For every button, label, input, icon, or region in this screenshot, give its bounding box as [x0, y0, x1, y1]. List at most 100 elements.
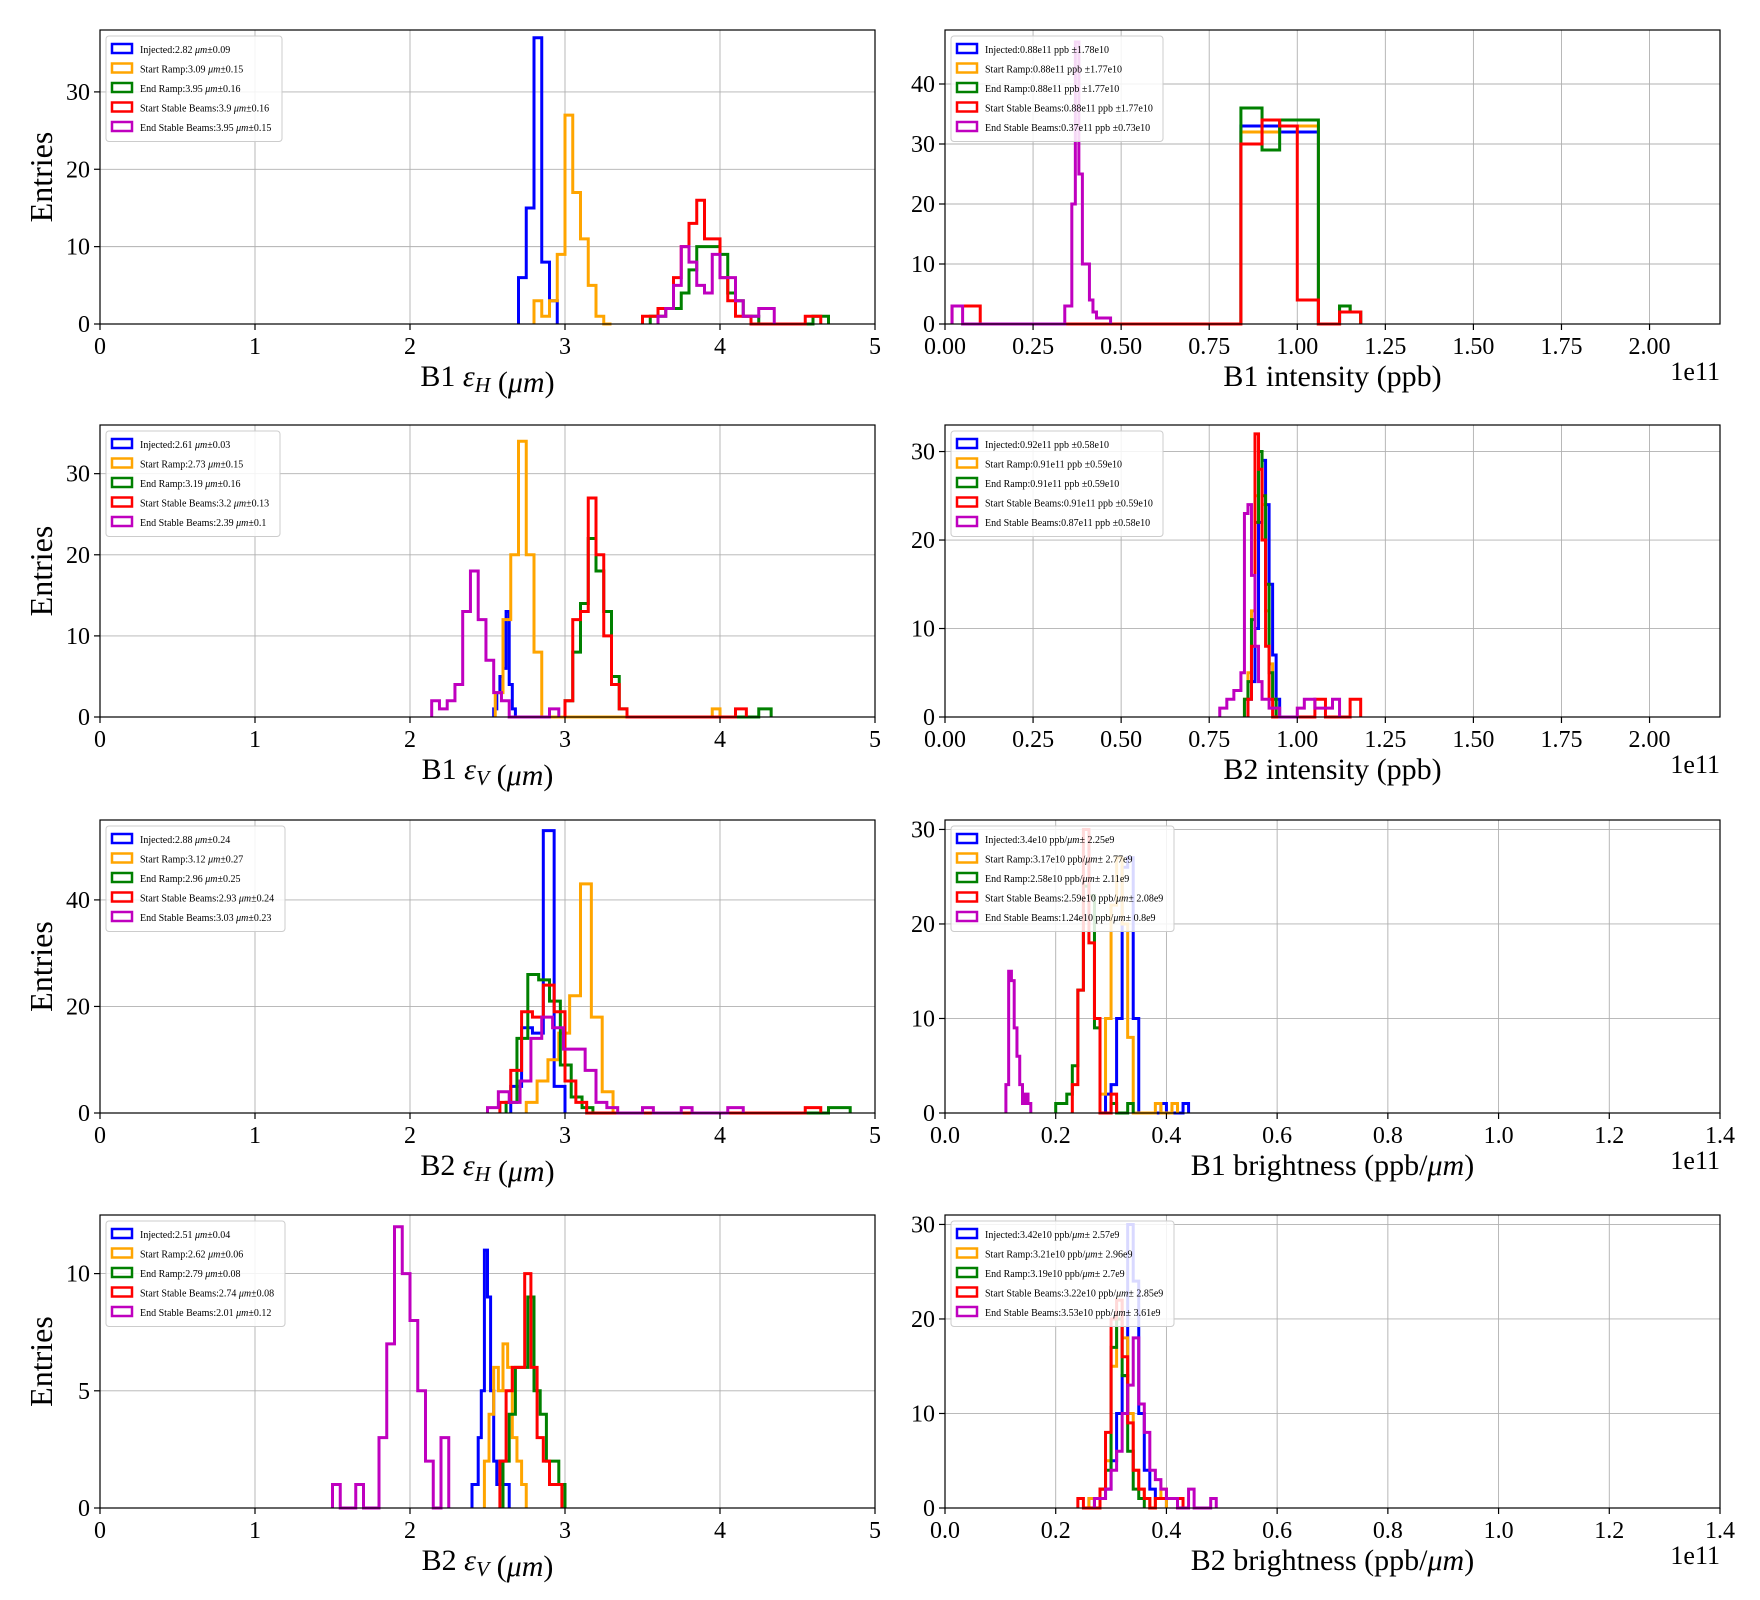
- x-tick-label: 1.50: [1452, 727, 1494, 753]
- x-axis-offset-label: 1e11: [1670, 1541, 1720, 1570]
- legend-entry: End Stable Beams:3.95 μm±0.15: [140, 123, 271, 134]
- legend-entry: Start Ramp:3.12 μm±0.27: [140, 855, 243, 866]
- y-tick-label: 30: [66, 80, 90, 106]
- legend-entry: Injected:2.51 μm±0.04: [140, 1230, 230, 1241]
- x-tick-label: 0.6: [1262, 1123, 1292, 1149]
- legend-swatch: [955, 42, 979, 55]
- legend-swatch: [110, 515, 134, 528]
- x-axis-label: B1 intensity (ppb): [1223, 360, 1441, 393]
- legend-entry: Start Ramp:0.88e11 ppb ±1.77e10: [985, 65, 1122, 76]
- histogram-series-end-stable-beams: [486, 1015, 745, 1115]
- legend-swatch: [110, 437, 134, 450]
- y-tick-label: 0: [78, 1496, 90, 1522]
- legend-entry: Start Ramp:3.17e10 ppb/μm± 2.77e9: [985, 855, 1132, 866]
- x-tick-label: 0: [94, 727, 106, 753]
- legend-swatch: [110, 891, 134, 903]
- legend-swatch: [110, 832, 134, 845]
- x-axis-label: B2 intensity (ppb): [1223, 753, 1441, 786]
- x-tick-label: 1: [249, 1123, 261, 1149]
- histogram-series-end-ramp: [1239, 106, 1363, 326]
- x-tick-label: 0.6: [1262, 1518, 1292, 1544]
- legend-swatch: [955, 852, 979, 864]
- x-tick-label: 2: [404, 1123, 416, 1149]
- legend-box: [950, 35, 1164, 142]
- legend-entry: Start Stable Beams:3.9 μm±0.16: [140, 104, 269, 115]
- x-tick-label: 5: [869, 334, 881, 360]
- axes-frame: [944, 1214, 1721, 1509]
- y-tick-label: 10: [911, 1006, 935, 1032]
- x-tick-label: 0.50: [1100, 727, 1142, 753]
- legend-swatch: [955, 910, 979, 923]
- legend-swatch: [955, 832, 979, 845]
- x-axis-label: B1 brightness (ppb/μm): [1191, 1149, 1474, 1182]
- legend-entry: End Ramp:0.91e11 ppb ±0.59e10: [985, 479, 1119, 490]
- x-tick-label: 1.0: [1484, 1518, 1514, 1544]
- x-tick-label: 0.75: [1188, 334, 1230, 360]
- x-axis-label: B2 εV (μm): [422, 1544, 554, 1583]
- legend-swatch: [955, 120, 979, 133]
- histogram-series-start-stable-beams: [563, 496, 748, 719]
- legend: Injected:2.51 μm±0.04 Start Ramp:2.62 μm±…: [105, 1220, 286, 1327]
- legend-swatch: [955, 476, 979, 489]
- y-tick-label: 20: [66, 994, 90, 1020]
- x-tick-label: 0.0: [930, 1123, 960, 1149]
- chart-panel-2: 0.00 0.25 0.50 0.75 1.00 1.25 1.50 1.75 2.00 0 10 2…: [911, 29, 1721, 393]
- x-tick-label: 1.75: [1540, 727, 1582, 753]
- y-tick-label: 0: [923, 1496, 935, 1522]
- legend-entry: Start Ramp:2.73 μm±0.15: [140, 460, 243, 471]
- x-axis-offset-label: 1e11: [1670, 357, 1720, 386]
- legend-swatch: [955, 1286, 979, 1298]
- x-tick-label: 1: [249, 727, 261, 753]
- y-tick-label: 40: [66, 888, 90, 914]
- x-tick-label: 5: [869, 1123, 881, 1149]
- histogram-series-end-stable-beams: [1004, 969, 1033, 1113]
- legend-swatch: [110, 42, 134, 55]
- legend-swatch: [955, 1305, 979, 1318]
- legend-swatch: [955, 437, 979, 450]
- legend-swatch: [110, 1266, 134, 1279]
- legend-entry: Injected:2.88 μm±0.24: [140, 835, 230, 846]
- histogram-series-start-ramp: [532, 113, 612, 326]
- legend-entry: Start Ramp:3.21e10 ppb/μm± 2.96e9: [985, 1250, 1132, 1261]
- x-tick-label: 3: [559, 1123, 571, 1149]
- legend-swatch: [110, 1227, 134, 1240]
- y-tick-label: 20: [911, 1307, 935, 1333]
- x-tick-label: 0.2: [1041, 1518, 1071, 1544]
- legend-box: [105, 35, 283, 142]
- histogram-series-end-stable-beams: [1218, 503, 1342, 719]
- x-axis-offset-label: 1e11: [1670, 750, 1720, 779]
- histogram-series-start-stable-beams: [950, 118, 1363, 326]
- histogram-series-end-stable-beams: [331, 1225, 451, 1510]
- x-tick-label: 1.2: [1594, 1518, 1624, 1544]
- legend-entry: End Stable Beams:2.01 μm±0.12: [140, 1308, 271, 1319]
- y-tick-label: 0: [78, 1101, 90, 1127]
- x-tick-label: 1.25: [1364, 727, 1406, 753]
- x-tick-label: 4: [714, 334, 726, 360]
- legend-entry: End Stable Beams:3.53e10 ppb/μm± 3.61e9: [985, 1308, 1161, 1319]
- legend-entry: Start Stable Beams:3.22e10 ppb/μm± 2.85e…: [985, 1289, 1163, 1300]
- y-tick-label: 10: [911, 252, 935, 278]
- y-tick-label: 20: [911, 912, 935, 938]
- y-tick-label: 10: [66, 235, 90, 261]
- y-axis-label: Entries: [23, 526, 59, 617]
- y-tick-label: 30: [911, 1212, 935, 1238]
- legend-entry: Start Stable Beams:0.91e11 ppb ±0.59e10: [985, 499, 1153, 510]
- histogram-series-injected: [517, 36, 559, 324]
- legend-entry: Injected:3.4e10 ppb/μm± 2.25e9: [985, 835, 1114, 846]
- x-tick-label: 5: [869, 727, 881, 753]
- chart-panel-1: 0 1 2 3 4 5 0 10 20 30 B1 εH (μm) Entries Injected:2…: [23, 29, 881, 399]
- legend-box: [105, 825, 286, 932]
- legend-swatch: [110, 910, 134, 923]
- axes-frame: [944, 29, 1721, 325]
- x-tick-label: 0.00: [924, 727, 966, 753]
- histogram-series-start-stable-beams: [1076, 1298, 1185, 1510]
- legend-box: [950, 430, 1164, 537]
- histogram-series-end-ramp: [501, 1295, 567, 1508]
- legend-entry: End Ramp:2.96 μm±0.25: [140, 874, 241, 885]
- x-tick-label: 2.00: [1629, 334, 1671, 360]
- x-tick-label: 1: [249, 1518, 261, 1544]
- axes-frame: [944, 424, 1721, 718]
- histogram-series-start-stable-beams: [1070, 827, 1119, 1115]
- y-tick-label: 30: [911, 817, 935, 843]
- legend-box: [950, 1220, 1175, 1327]
